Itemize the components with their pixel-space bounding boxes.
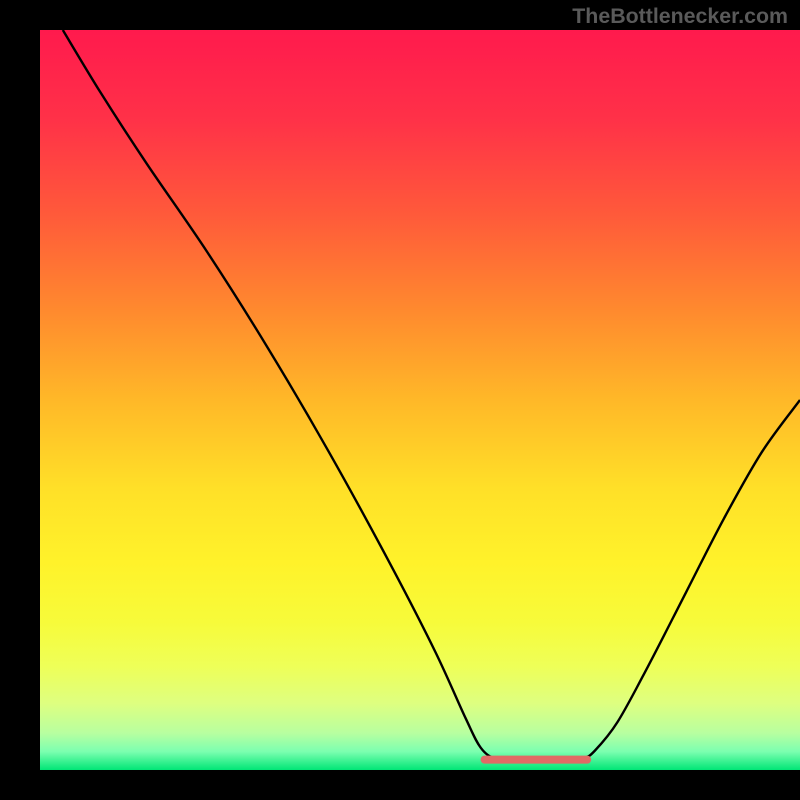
- plot-area: [40, 30, 800, 770]
- chart-frame: TheBottlenecker.com: [0, 0, 800, 800]
- plot-svg: [40, 30, 800, 770]
- gradient-background: [40, 30, 800, 770]
- watermark-text: TheBottlenecker.com: [572, 4, 788, 29]
